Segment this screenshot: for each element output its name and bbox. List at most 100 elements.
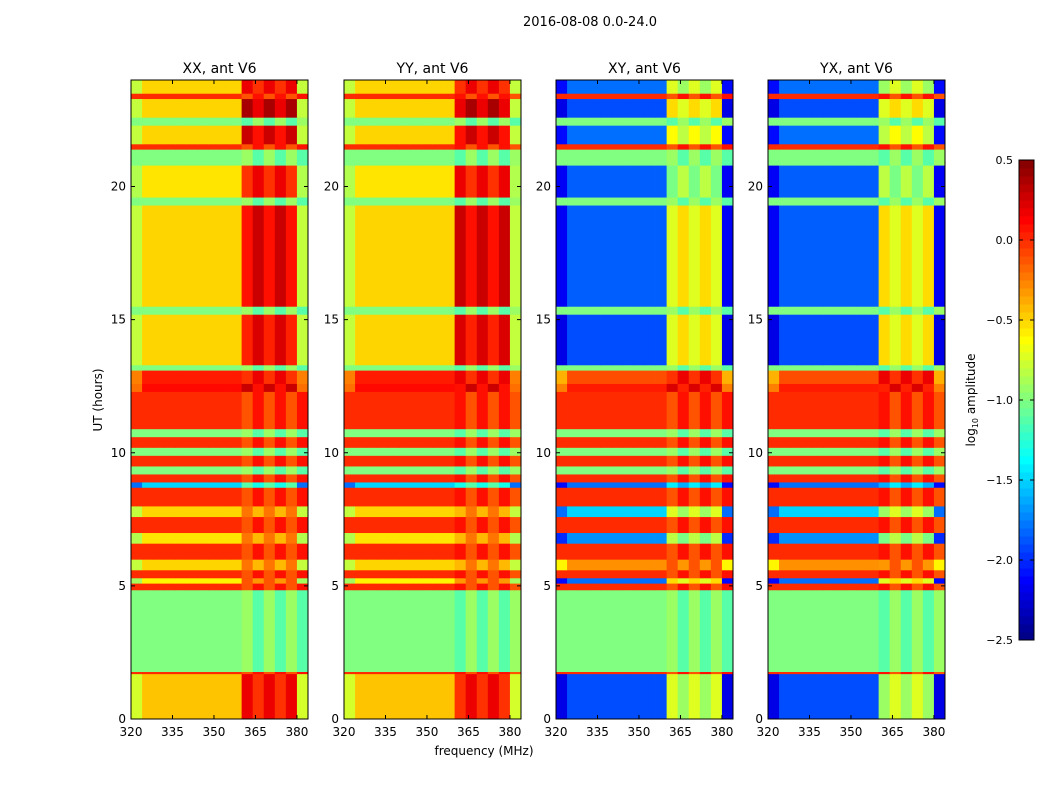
- heatmap-cell: [578, 117, 590, 126]
- heatmap-cell: [699, 543, 712, 560]
- heatmap-cell: [509, 306, 522, 315]
- panel-title: XX, ant V6: [183, 61, 257, 77]
- heatmap-cell: [768, 149, 780, 166]
- heatmap-cell: [644, 197, 656, 206]
- heatmap-cell: [768, 197, 780, 206]
- heatmap-cell: [164, 673, 176, 720]
- heatmap-cell: [600, 569, 612, 579]
- x-tick-label: 350: [628, 725, 651, 739]
- heatmap-cell: [509, 80, 522, 94]
- heatmap-cell: [230, 589, 243, 673]
- heatmap-cell: [922, 370, 935, 384]
- heatmap-cell: [622, 143, 634, 150]
- heatmap-cell: [219, 577, 231, 584]
- heatmap-cell: [567, 577, 579, 584]
- heatmap-cell: [922, 314, 935, 366]
- heatmap-cell: [197, 149, 209, 166]
- heatmap-cell: [823, 569, 835, 579]
- heatmap-cell: [688, 532, 701, 544]
- heatmap-cell: [296, 487, 309, 507]
- heatmap-cell: [655, 577, 668, 584]
- heatmap-cell: [186, 577, 198, 584]
- heatmap-cell: [421, 428, 433, 438]
- heatmap-cell: [197, 559, 209, 571]
- heatmap-cell: [779, 383, 791, 392]
- heatmap-cell: [285, 577, 298, 584]
- heatmap-cell: [274, 447, 287, 456]
- heatmap-cell: [900, 543, 913, 560]
- heatmap-cell: [801, 370, 813, 384]
- heatmap-cell: [688, 506, 701, 518]
- heatmap-cell: [274, 93, 287, 100]
- heatmap-cell: [611, 474, 623, 483]
- heatmap-cell: [274, 569, 287, 579]
- heatmap-cell: [933, 577, 946, 584]
- heatmap-cell: [812, 306, 824, 315]
- heatmap-cell: [600, 583, 612, 591]
- heatmap-cell: [487, 306, 500, 315]
- heatmap-cell: [812, 583, 824, 591]
- heatmap-cell: [388, 482, 400, 488]
- heatmap-cell: [175, 455, 187, 467]
- heatmap-cell: [142, 436, 154, 448]
- heatmap-cell: [344, 383, 356, 392]
- heatmap-cell: [556, 506, 568, 518]
- colorbar-segment: [1019, 176, 1034, 185]
- heatmap-cell: [285, 482, 298, 488]
- heatmap-cell: [622, 506, 634, 518]
- heatmap-cell: [377, 143, 389, 150]
- heatmap-cell: [699, 383, 712, 392]
- heatmap-cell: [889, 205, 902, 307]
- heatmap-cell: [498, 314, 511, 366]
- heatmap-cell: [208, 143, 220, 150]
- heatmap-cell: [911, 143, 924, 150]
- heatmap-cell: [578, 428, 590, 438]
- heatmap-cell: [812, 487, 824, 507]
- heatmap-cell: [779, 673, 791, 720]
- heatmap-cell: [567, 673, 579, 720]
- heatmap-cell: [476, 117, 489, 126]
- heatmap-cell: [834, 671, 846, 675]
- heatmap-cell: [611, 370, 623, 384]
- heatmap-cell: [600, 482, 612, 488]
- heatmap-cell: [790, 125, 802, 145]
- heatmap-cell: [567, 314, 579, 366]
- heatmap-cell: [388, 577, 400, 584]
- heatmap-cell: [219, 125, 231, 145]
- axes-frame: [130, 79, 309, 720]
- heatmap-cell: [509, 98, 522, 118]
- x-tick-label: 380: [922, 725, 945, 739]
- heatmap-cell: [498, 487, 511, 507]
- heatmap-cell: [421, 149, 433, 166]
- heatmap-cell: [779, 314, 791, 366]
- heatmap-cell: [710, 428, 723, 438]
- heatmap-cell: [845, 143, 857, 150]
- heatmap-cell: [355, 125, 367, 145]
- heatmap-cell: [355, 543, 367, 560]
- heatmap-cell: [589, 391, 601, 430]
- heatmap-cell: [666, 532, 679, 544]
- heatmap-cell: [421, 364, 433, 371]
- heatmap-cell: [197, 125, 209, 145]
- heatmap-cell: [399, 589, 411, 673]
- heatmap-cell: [768, 506, 780, 518]
- x-tick-label: 365: [244, 725, 267, 739]
- heatmap-cell: [677, 149, 690, 166]
- heatmap-cell: [241, 117, 254, 126]
- heatmap-cell: [611, 506, 623, 518]
- heatmap-cell: [834, 314, 846, 366]
- heatmap-cell: [600, 474, 612, 483]
- heatmap-cell: [633, 149, 645, 166]
- heatmap-cell: [131, 474, 143, 483]
- heatmap-cell: [721, 143, 734, 150]
- heatmap-cell: [589, 466, 601, 475]
- heatmap-cell: [285, 589, 298, 673]
- heatmap-cell: [611, 149, 623, 166]
- heatmap-cell: [263, 205, 276, 307]
- heatmap-cell: [230, 428, 243, 438]
- heatmap-cell: [296, 516, 309, 534]
- heatmap-cell: [790, 673, 802, 720]
- heatmap-cell: [142, 391, 154, 430]
- heatmap-cell: [274, 671, 287, 675]
- heatmap-cell: [509, 370, 522, 384]
